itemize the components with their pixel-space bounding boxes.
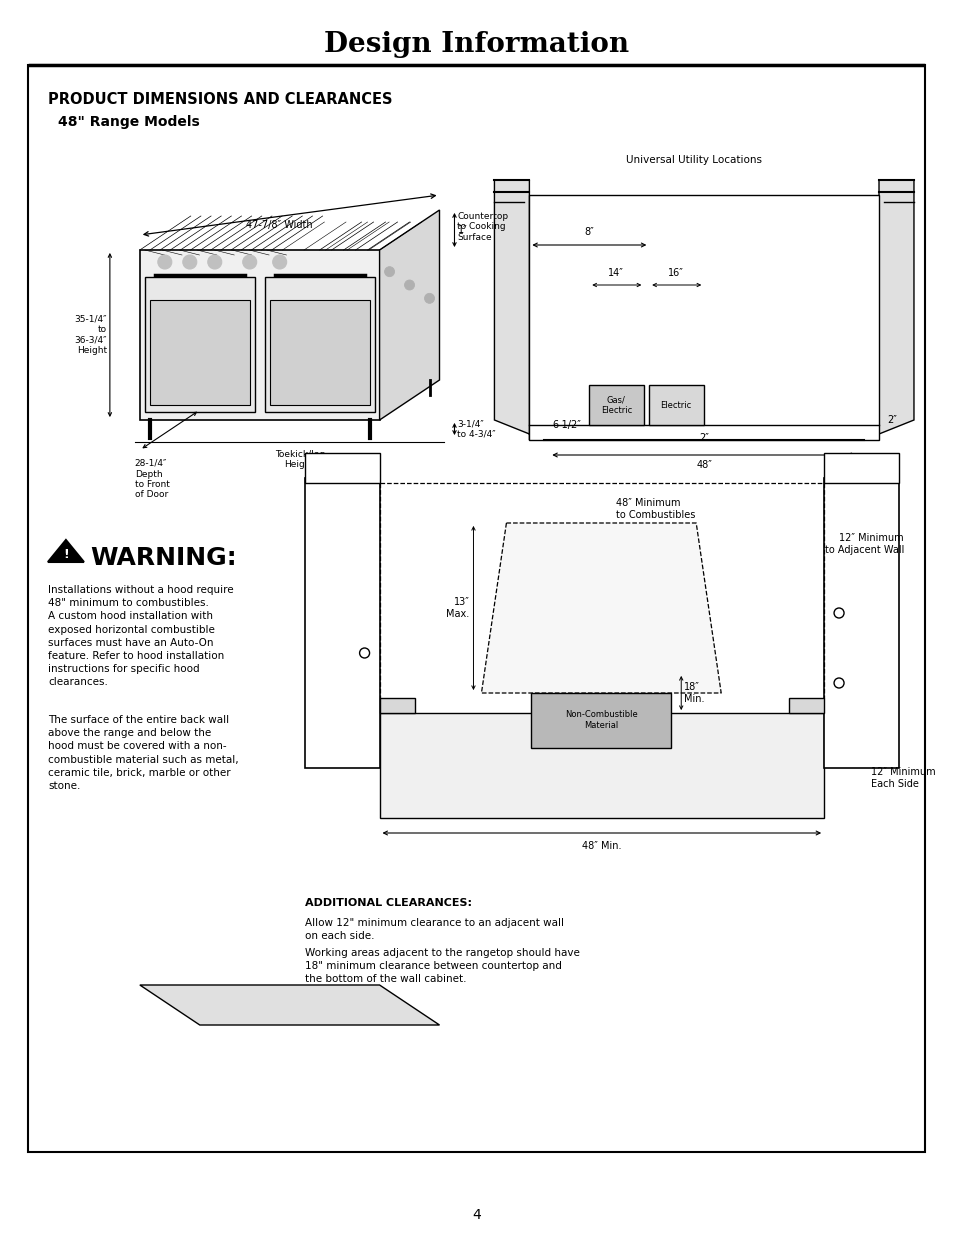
Text: The surface of the entire back wall
above the range and below the
hood must be c: The surface of the entire back wall abov… bbox=[48, 715, 238, 790]
Polygon shape bbox=[481, 522, 720, 693]
Bar bbox=[140, 249, 379, 420]
Bar bbox=[379, 698, 415, 713]
Bar bbox=[589, 385, 643, 425]
Polygon shape bbox=[140, 986, 439, 1025]
Text: 2″: 2″ bbox=[886, 415, 896, 425]
Text: of Door: of Door bbox=[134, 490, 168, 499]
Text: to Front: to Front bbox=[134, 480, 170, 489]
Text: 1″: 1″ bbox=[457, 225, 467, 235]
Text: Allow 12" minimum clearance to an adjacent wall
on each side.: Allow 12" minimum clearance to an adjace… bbox=[304, 918, 563, 941]
Text: Gas/
Electric: Gas/ Electric bbox=[600, 395, 631, 415]
Text: Countertop
to Cooking
Surface: Countertop to Cooking Surface bbox=[457, 212, 508, 242]
Bar bbox=[264, 277, 375, 412]
Circle shape bbox=[208, 254, 221, 269]
Bar bbox=[529, 195, 878, 440]
Text: Depth: Depth bbox=[134, 471, 162, 479]
Text: 18″
Min.: 18″ Min. bbox=[683, 682, 704, 704]
Polygon shape bbox=[863, 180, 913, 440]
Circle shape bbox=[384, 267, 395, 277]
Polygon shape bbox=[494, 180, 544, 440]
Text: WARNING:: WARNING: bbox=[90, 546, 236, 571]
Bar bbox=[823, 453, 898, 483]
Text: 2″: 2″ bbox=[699, 433, 708, 443]
Text: 4: 4 bbox=[472, 1208, 480, 1221]
Text: Universal Utility Locations: Universal Utility Locations bbox=[625, 156, 761, 165]
Polygon shape bbox=[379, 210, 439, 420]
Bar bbox=[150, 300, 250, 405]
Text: 48″: 48″ bbox=[696, 459, 711, 471]
Text: 6-1/2″: 6-1/2″ bbox=[552, 420, 580, 430]
Text: 16″: 16″ bbox=[668, 268, 683, 278]
Text: Design Information: Design Information bbox=[324, 32, 628, 58]
Text: 12″ Minimum
to Adjacent Wall: 12″ Minimum to Adjacent Wall bbox=[823, 534, 903, 555]
Bar bbox=[823, 478, 898, 768]
Circle shape bbox=[404, 280, 415, 290]
Circle shape bbox=[157, 254, 172, 269]
Circle shape bbox=[273, 254, 286, 269]
Text: 13″
Max.: 13″ Max. bbox=[446, 598, 469, 619]
Text: Installations without a hood require
48" minimum to combustibles.
A custom hood : Installations without a hood require 48"… bbox=[48, 585, 233, 688]
Text: 47-7/8″ Width: 47-7/8″ Width bbox=[246, 220, 313, 230]
Text: PRODUCT DIMENSIONS AND CLEARANCES: PRODUCT DIMENSIONS AND CLEARANCES bbox=[48, 93, 392, 107]
Text: Working areas adjacent to the rangetop should have
18" minimum clearance between: Working areas adjacent to the rangetop s… bbox=[304, 948, 578, 984]
Text: Non-Combustible
Material: Non-Combustible Material bbox=[564, 710, 637, 730]
Text: 28-1/4″: 28-1/4″ bbox=[134, 458, 167, 467]
Bar bbox=[531, 693, 671, 748]
Text: 35-1/4″
to
36-3/4″
Height: 35-1/4″ to 36-3/4″ Height bbox=[74, 315, 107, 356]
Text: 48" Range Models: 48" Range Models bbox=[58, 115, 199, 128]
Text: Toekick/leg
Height: Toekick/leg Height bbox=[274, 450, 324, 469]
Text: 14″: 14″ bbox=[608, 268, 623, 278]
Bar bbox=[304, 478, 379, 768]
Text: 48″ Min.: 48″ Min. bbox=[581, 841, 620, 851]
Bar bbox=[379, 713, 823, 818]
Bar bbox=[28, 65, 924, 1152]
Bar bbox=[145, 277, 254, 412]
Bar bbox=[270, 300, 369, 405]
Text: 3-1/4″
to 4-3/4″: 3-1/4″ to 4-3/4″ bbox=[457, 420, 496, 438]
Bar bbox=[649, 385, 703, 425]
Text: 12″ Minimum
Each Side: 12″ Minimum Each Side bbox=[870, 767, 935, 789]
Text: 48″ Minimum
to Combustibles: 48″ Minimum to Combustibles bbox=[616, 498, 695, 520]
Polygon shape bbox=[48, 540, 84, 562]
Text: 8″: 8″ bbox=[584, 227, 594, 237]
Circle shape bbox=[183, 254, 196, 269]
Text: ADDITIONAL CLEARANCES:: ADDITIONAL CLEARANCES: bbox=[304, 898, 471, 908]
Text: !: ! bbox=[63, 547, 69, 561]
Circle shape bbox=[424, 294, 434, 304]
Bar bbox=[304, 453, 379, 483]
Bar bbox=[788, 698, 823, 713]
Circle shape bbox=[242, 254, 256, 269]
Text: Electric: Electric bbox=[659, 400, 691, 410]
